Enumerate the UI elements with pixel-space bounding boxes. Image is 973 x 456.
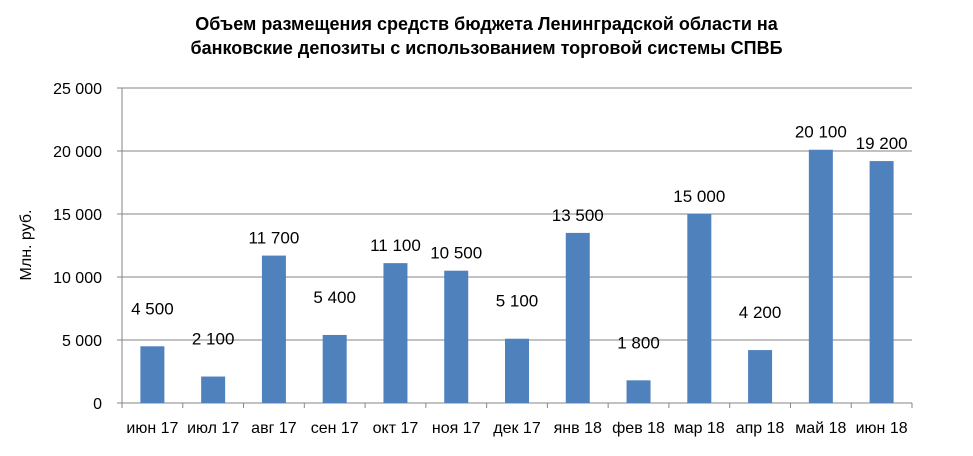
x-tick-label: апр 18 bbox=[736, 420, 785, 437]
x-tick-label: мар 18 bbox=[674, 420, 725, 437]
y-tick-label: 10 000 bbox=[53, 270, 102, 287]
y-tick-label: 5 000 bbox=[62, 333, 102, 350]
data-label: 11 700 bbox=[249, 229, 300, 248]
x-tick-labels: июн 17 июл 17 авг 17 сен 17 окт 17 ноя 17 дек … bbox=[126, 420, 907, 437]
bar bbox=[383, 263, 408, 403]
x-tick-label: июн 17 bbox=[126, 420, 178, 437]
y-tick-label: 15 000 bbox=[53, 207, 102, 224]
data-label: 20 100 bbox=[795, 123, 847, 142]
y-axis-label: Млн. руб. bbox=[18, 210, 35, 281]
bar bbox=[748, 350, 773, 403]
data-label: 4 500 bbox=[131, 299, 174, 318]
y-tick-label: 0 bbox=[93, 396, 102, 413]
data-label: 11 100 bbox=[370, 236, 421, 255]
x-tick-label: сен 17 bbox=[311, 420, 359, 437]
y-tick-label: 20 000 bbox=[53, 144, 102, 161]
x-tick-label: июл 17 bbox=[187, 420, 239, 437]
bar bbox=[322, 334, 347, 403]
x-tick-label: янв 18 bbox=[554, 420, 602, 437]
data-label: 1 800 bbox=[617, 333, 660, 352]
data-label: 10 500 bbox=[430, 244, 482, 263]
x-tick-label: окт 17 bbox=[373, 420, 419, 437]
data-label: 2 100 bbox=[192, 330, 235, 349]
data-label: 5 100 bbox=[496, 292, 539, 311]
x-tick-label: дек 17 bbox=[493, 420, 541, 437]
bar bbox=[565, 232, 590, 403]
y-tick-labels: 0 5 000 10 000 15 000 20 000 25 000 bbox=[53, 81, 102, 413]
data-labels: 4 500 2 100 11 700 5 400 11 100 10 500 5 100 13… bbox=[131, 123, 908, 353]
bar bbox=[201, 376, 226, 403]
bar bbox=[687, 214, 712, 403]
bar bbox=[626, 380, 651, 403]
x-tick-label: июн 18 bbox=[856, 420, 908, 437]
chart-title-line-1: Объем размещения средств бюджета Ленингр… bbox=[195, 14, 778, 34]
bar bbox=[869, 161, 894, 403]
bar bbox=[808, 149, 833, 403]
bar bbox=[140, 346, 165, 403]
data-label: 4 200 bbox=[739, 303, 782, 322]
y-tick-label: 25 000 bbox=[53, 81, 102, 98]
data-label: 13 500 bbox=[552, 206, 604, 225]
data-label: 5 400 bbox=[313, 288, 356, 307]
bars bbox=[140, 149, 894, 403]
data-label: 15 000 bbox=[673, 187, 725, 206]
x-tick-label: авг 17 bbox=[251, 420, 297, 437]
chart-title: Объем размещения средств бюджета Ленингр… bbox=[0, 12, 973, 60]
bar bbox=[505, 338, 529, 403]
x-tick-label: фев 18 bbox=[612, 420, 665, 437]
x-tick-label: май 18 bbox=[795, 420, 846, 437]
data-label: 19 200 bbox=[856, 134, 908, 153]
x-tick-label: ноя 17 bbox=[432, 420, 481, 437]
chart-title-line-2: банковские депозиты с использованием тор… bbox=[190, 38, 783, 58]
bar bbox=[261, 255, 286, 403]
bar bbox=[444, 270, 469, 403]
